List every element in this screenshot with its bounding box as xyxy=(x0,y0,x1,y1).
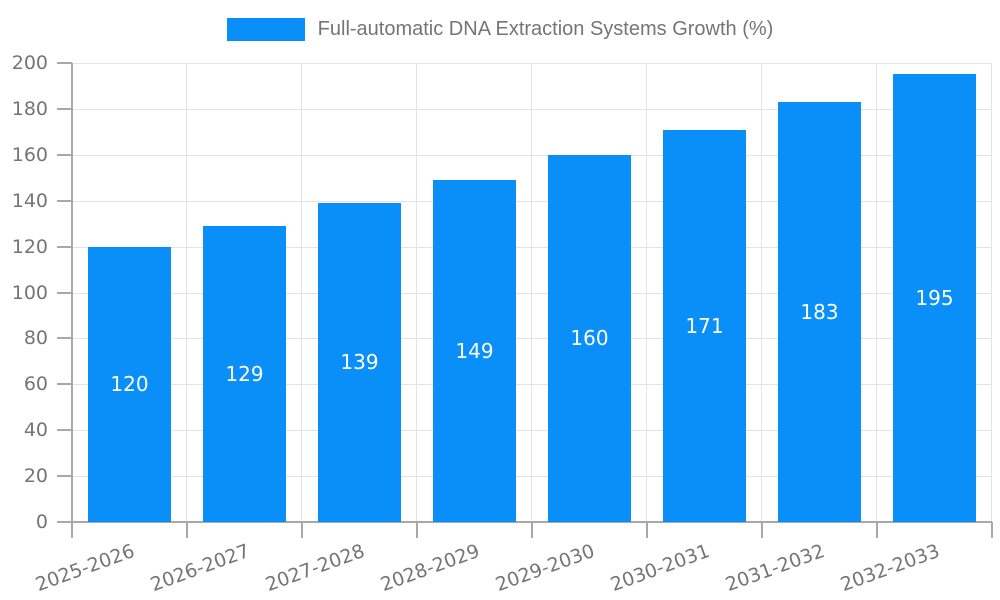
bar-value-label: 160 xyxy=(570,326,609,351)
bar[interactable]: 195 xyxy=(893,74,976,522)
x-tick xyxy=(301,522,303,538)
y-tick xyxy=(57,429,72,432)
y-gridline xyxy=(72,476,992,478)
y-tick xyxy=(57,291,72,294)
x-tick xyxy=(531,522,533,538)
x-tick xyxy=(646,522,648,538)
y-tick-label: 100 xyxy=(11,281,48,304)
y-tick xyxy=(57,199,72,202)
x-tick xyxy=(71,522,73,538)
y-tick xyxy=(57,383,72,386)
y-tick xyxy=(57,107,72,110)
legend-label: Full-automatic DNA Extraction Systems Gr… xyxy=(317,18,774,40)
chart-legend[interactable]: Full-automatic DNA Extraction Systems Gr… xyxy=(0,17,1000,41)
x-gridline xyxy=(646,63,647,522)
y-tick-label: 40 xyxy=(23,419,48,442)
y-gridline xyxy=(72,63,992,64)
bar-value-label: 149 xyxy=(455,339,494,363)
x-gridline xyxy=(876,63,877,522)
y-tick-label: 160 xyxy=(11,143,48,166)
y-tick-label: 0 xyxy=(35,511,48,533)
bar[interactable]: 171 xyxy=(663,129,746,522)
legend-swatch xyxy=(226,17,305,41)
y-tick-label: 200 xyxy=(11,52,48,74)
y-tick xyxy=(57,245,72,248)
y-gridline xyxy=(72,246,992,248)
y-tick xyxy=(57,62,72,64)
y-tick-label: 60 xyxy=(23,373,48,396)
plot-area: 0 20 40 60 80 100 120 140 160 180 200 120 2025-2026 1… xyxy=(12,52,993,596)
y-gridline xyxy=(72,108,992,110)
x-tick xyxy=(991,522,993,538)
y-tick-label: 140 xyxy=(11,189,48,212)
x-gridline xyxy=(416,63,417,522)
y-gridline xyxy=(72,430,992,432)
bar[interactable]: 160 xyxy=(548,154,631,522)
y-tick-label: 180 xyxy=(11,97,48,120)
bar[interactable]: 183 xyxy=(778,102,861,522)
y-gridline xyxy=(72,292,992,294)
y-tick-label: 80 xyxy=(23,327,48,350)
y-axis-line xyxy=(71,63,73,522)
x-tick xyxy=(876,522,878,538)
x-tick xyxy=(186,522,188,538)
y-tick xyxy=(57,153,72,156)
bar-value-label: 139 xyxy=(340,350,379,375)
bar[interactable]: 129 xyxy=(203,225,286,522)
x-gridline xyxy=(531,63,532,522)
x-tick xyxy=(416,522,418,538)
y-gridline xyxy=(72,338,992,340)
x-gridline xyxy=(761,63,762,522)
y-gridline xyxy=(72,200,992,202)
y-tick-label: 20 xyxy=(23,465,48,488)
bar-value-label: 171 xyxy=(685,313,724,338)
y-tick xyxy=(57,475,72,478)
bar-value-label: 195 xyxy=(915,286,954,311)
x-gridline xyxy=(186,63,187,522)
bar[interactable]: 120 xyxy=(88,246,171,522)
bar-value-label: 129 xyxy=(225,361,264,386)
y-gridline xyxy=(72,384,992,386)
y-tick xyxy=(57,521,72,523)
x-gridline xyxy=(991,63,992,522)
bar-value-label: 183 xyxy=(800,299,839,324)
x-gridline xyxy=(301,63,302,522)
y-tick xyxy=(57,337,72,340)
bar[interactable]: 139 xyxy=(318,202,401,522)
y-tick-label: 120 xyxy=(11,235,48,258)
x-tick xyxy=(761,522,763,538)
bar-value-label: 120 xyxy=(110,372,149,397)
bar[interactable]: 149 xyxy=(433,180,516,522)
y-gridline xyxy=(72,154,992,156)
